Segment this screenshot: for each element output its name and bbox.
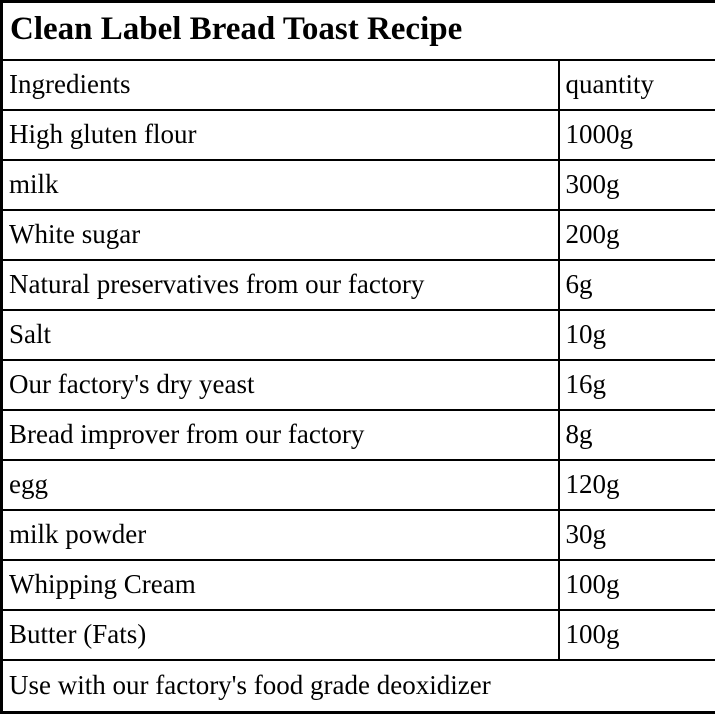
quantity-cell: 200g [559,210,715,260]
title-row: Clean Label Bread Toast Recipe [2,2,715,61]
footer-row: Use with our factory's food grade deoxid… [2,660,715,713]
table-row: High gluten flour 1000g [2,110,715,160]
ingredient-cell: egg [2,460,559,510]
ingredient-cell: Our factory's dry yeast [2,360,559,410]
table-row: Our factory's dry yeast 16g [2,360,715,410]
table-row: milk powder 30g [2,510,715,560]
ingredient-cell: White sugar [2,210,559,260]
quantity-cell: 10g [559,310,715,360]
ingredient-cell: High gluten flour [2,110,559,160]
quantity-cell: 1000g [559,110,715,160]
table-row: egg 120g [2,460,715,510]
table-row: White sugar 200g [2,210,715,260]
quantity-cell: 100g [559,610,715,660]
ingredient-cell: Bread improver from our factory [2,410,559,460]
table-row: Salt 10g [2,310,715,360]
quantity-cell: 30g [559,510,715,560]
footer-note: Use with our factory's food grade deoxid… [2,660,715,713]
table-row: Butter (Fats) 100g [2,610,715,660]
table-row: Bread improver from our factory 8g [2,410,715,460]
quantity-cell: 16g [559,360,715,410]
ingredient-cell: Whipping Cream [2,560,559,610]
quantity-cell: 300g [559,160,715,210]
quantity-cell: 6g [559,260,715,310]
quantity-cell: 8g [559,410,715,460]
ingredient-cell: milk powder [2,510,559,560]
quantity-cell: 120g [559,460,715,510]
page-title: Clean Label Bread Toast Recipe [2,2,715,61]
table-row: milk 300g [2,160,715,210]
ingredient-cell: milk [2,160,559,210]
ingredient-cell: Natural preservatives from our factory [2,260,559,310]
column-header-quantity: quantity [559,60,715,110]
ingredient-cell: Salt [2,310,559,360]
column-header-row: Ingredients quantity [2,60,715,110]
ingredient-cell: Butter (Fats) [2,610,559,660]
table-row: Whipping Cream 100g [2,560,715,610]
recipe-rows: High gluten flour 1000g milk 300g White … [2,110,715,660]
table-row: Natural preservatives from our factory 6… [2,260,715,310]
quantity-cell: 100g [559,560,715,610]
column-header-ingredients: Ingredients [2,60,559,110]
